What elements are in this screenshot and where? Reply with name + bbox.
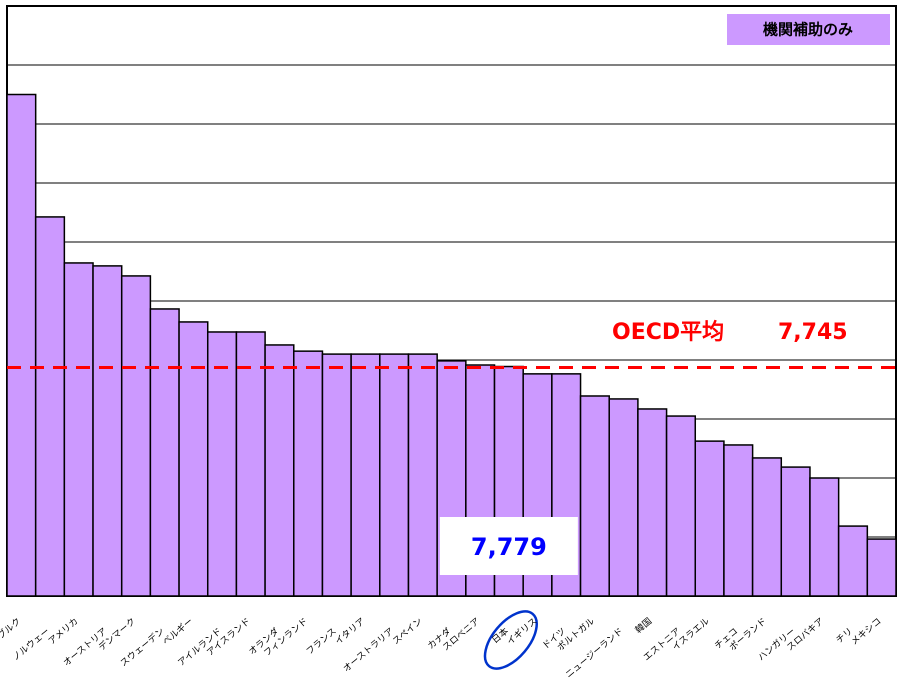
bar	[751, 457, 783, 597]
bar	[723, 444, 754, 597]
x-tick-label: イタリア	[333, 616, 367, 647]
bar	[63, 262, 94, 597]
bar	[837, 525, 869, 597]
bar	[579, 395, 610, 597]
x-tick-label: スペイン	[391, 617, 425, 647]
bar	[293, 350, 324, 597]
note-box	[727, 14, 890, 45]
bar	[665, 415, 697, 597]
bar	[694, 440, 725, 597]
x-tick-label: イギリス	[505, 616, 540, 648]
value-label-box	[439, 517, 578, 575]
bar	[350, 353, 381, 597]
bar	[264, 344, 295, 597]
bar	[206, 331, 238, 597]
x-tick-label: ベルギー	[161, 616, 196, 648]
bar	[866, 538, 897, 597]
note: 機関補助のみ	[763, 21, 853, 39]
bar	[637, 408, 668, 597]
bar	[407, 353, 438, 597]
bar	[120, 275, 152, 597]
highlight-ring	[483, 610, 538, 670]
average-value: 7,745	[778, 320, 848, 345]
bar	[379, 353, 410, 597]
bar	[178, 321, 209, 597]
bar	[92, 265, 123, 597]
x-tick-label: アメリカ	[46, 616, 80, 647]
bar	[6, 93, 37, 597]
x-tick-label: ブルク	[0, 615, 23, 642]
x-tick-label: メキシコ	[850, 617, 884, 648]
x-tick-label: 韓国	[633, 616, 654, 636]
x-tick-label: ノルウェー	[10, 626, 52, 663]
bar	[235, 331, 266, 597]
value-label: 7,779	[471, 533, 547, 561]
bar	[780, 466, 811, 597]
x-tick-label: フランス	[304, 626, 339, 657]
bar	[149, 308, 180, 597]
bar	[809, 477, 840, 597]
bar	[321, 353, 352, 597]
bar	[34, 216, 66, 597]
bar	[608, 398, 639, 597]
average-label: OECD平均	[612, 319, 724, 345]
